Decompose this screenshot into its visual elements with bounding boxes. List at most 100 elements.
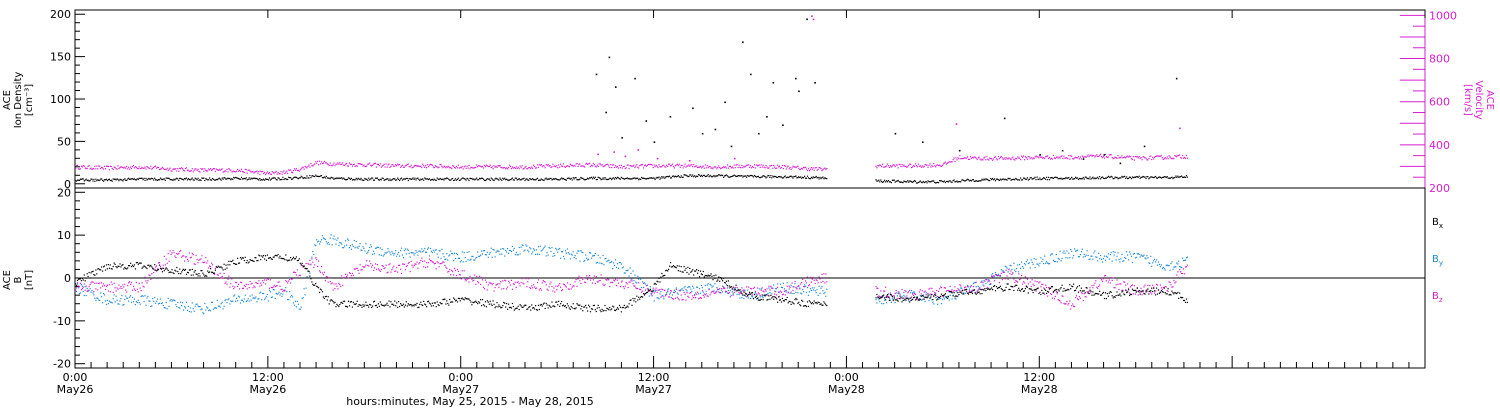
data-point [637, 288, 639, 290]
data-point [781, 294, 783, 296]
data-point [512, 283, 514, 285]
data-point [923, 182, 925, 184]
data-point [521, 165, 523, 167]
data-point [147, 178, 149, 180]
data-point [392, 303, 394, 305]
data-point [148, 300, 150, 302]
data-point [730, 167, 732, 169]
data-point [728, 176, 730, 178]
data-point [308, 263, 310, 266]
data-point [183, 309, 185, 311]
data-point [462, 277, 464, 279]
data-point [1049, 177, 1052, 179]
data-point [110, 281, 112, 283]
data-point [358, 304, 360, 306]
data-point [912, 166, 914, 168]
data-point [142, 295, 144, 297]
data-point [558, 179, 560, 181]
data-point [440, 257, 442, 260]
data-point [933, 163, 935, 165]
data-point [191, 252, 193, 255]
data-point [1148, 157, 1150, 159]
data-point [76, 284, 78, 286]
data-point [232, 285, 234, 287]
data-point [210, 266, 212, 268]
data-point [114, 166, 116, 169]
data-point [476, 177, 478, 179]
data-point [921, 299, 923, 301]
data-point [152, 167, 154, 169]
data-point [712, 285, 714, 287]
data-point [991, 274, 993, 276]
data-point [504, 279, 506, 281]
data-point [265, 297, 267, 299]
data-point [982, 284, 984, 286]
data-point [552, 255, 554, 257]
data-point [644, 178, 647, 180]
data-point [528, 278, 530, 280]
data-point [313, 253, 315, 256]
data-point [141, 282, 143, 284]
data-point [1092, 154, 1094, 156]
data-point [294, 176, 297, 178]
data-point [738, 292, 740, 294]
data-point [648, 177, 650, 179]
data-point [1130, 158, 1133, 160]
data-point [1022, 281, 1025, 283]
data-point [214, 267, 216, 270]
data-point [656, 176, 658, 178]
data-point [420, 259, 422, 262]
data-point [879, 295, 881, 298]
data-point [875, 299, 877, 301]
data-point [952, 294, 954, 296]
data-point [317, 175, 319, 177]
data-point [746, 176, 748, 178]
data-point [574, 165, 576, 167]
data-point [240, 282, 243, 284]
data-point [779, 290, 782, 292]
data-point [416, 251, 418, 253]
data-point [1168, 177, 1170, 179]
data-point [1146, 176, 1148, 178]
data-point [438, 266, 440, 268]
data-point [1136, 253, 1138, 255]
data-point [462, 298, 464, 300]
data-point [154, 165, 156, 168]
data-point [725, 291, 728, 293]
data-point [1061, 295, 1063, 297]
data-point [95, 168, 97, 170]
data-point [416, 165, 418, 167]
data-point [189, 269, 191, 271]
data-point [936, 164, 938, 166]
data-point [382, 177, 384, 179]
data-point [613, 279, 615, 281]
data-point [289, 279, 291, 281]
data-point [302, 166, 304, 168]
data-point [125, 179, 127, 181]
data-point [401, 263, 404, 265]
data-point [309, 259, 311, 262]
data-point [544, 178, 546, 180]
data-point [410, 304, 412, 306]
data-point [127, 168, 129, 170]
data-point [575, 279, 577, 281]
data-point [535, 167, 537, 169]
data-point [994, 275, 996, 277]
data-point [648, 163, 650, 166]
data-point [1180, 266, 1182, 268]
data-point [732, 294, 734, 296]
data-point [784, 165, 786, 167]
data-point [143, 301, 145, 303]
data-point [783, 165, 785, 167]
data-point [1039, 155, 1041, 157]
data-point [346, 305, 348, 308]
data-point [964, 157, 966, 159]
data-point [993, 275, 995, 277]
data-point [209, 309, 211, 311]
data-point [1042, 258, 1044, 260]
data-point [586, 275, 588, 277]
data-point [1143, 156, 1145, 158]
data-point [157, 179, 159, 181]
data-point [121, 166, 123, 168]
